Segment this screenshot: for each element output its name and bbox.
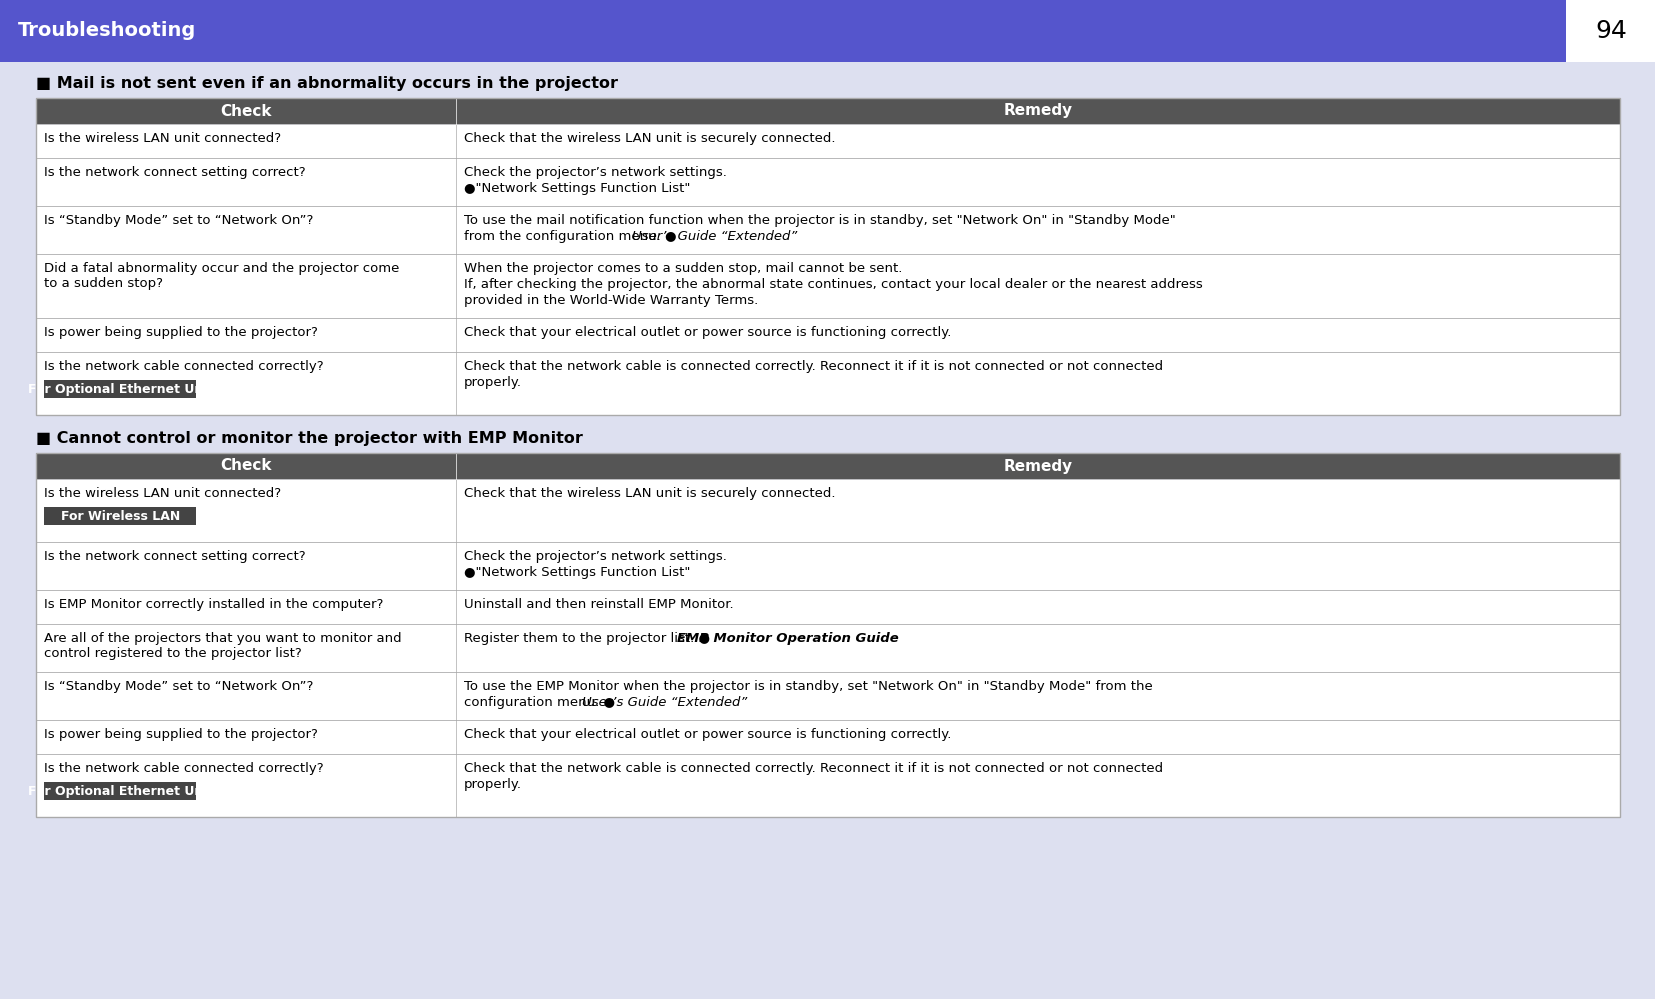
Text: properly.: properly.: [463, 376, 521, 389]
Text: Check that the network cable is connected correctly. Reconnect it if it is not c: Check that the network cable is connecte…: [463, 762, 1162, 775]
Text: Check that your electrical outlet or power source is functioning correctly.: Check that your electrical outlet or pow…: [463, 326, 950, 339]
Text: Remedy: Remedy: [1003, 104, 1072, 119]
Text: Is power being supplied to the projector?: Is power being supplied to the projector…: [45, 326, 318, 339]
Bar: [36, 124, 1619, 158]
Bar: [0, 0, 1655, 62]
Text: from the configuration menu. ●: from the configuration menu. ●: [463, 230, 675, 243]
Text: Troubleshooting: Troubleshooting: [18, 22, 197, 41]
Bar: [36, 98, 1619, 415]
Bar: [36, 453, 1619, 817]
Bar: [36, 590, 1619, 624]
Text: If, after checking the projector, the abnormal state continues, contact your loc: If, after checking the projector, the ab…: [463, 278, 1202, 291]
Text: Is the network cable connected correctly?: Is the network cable connected correctly…: [45, 762, 324, 775]
Text: For Optional Ethernet Unit: For Optional Ethernet Unit: [28, 784, 213, 797]
Text: Is the network cable connected correctly?: Is the network cable connected correctly…: [45, 360, 324, 373]
Text: Remedy: Remedy: [1003, 459, 1072, 474]
Bar: [36, 98, 1619, 124]
Bar: [36, 672, 1619, 720]
Text: EMP Monitor Operation Guide: EMP Monitor Operation Guide: [677, 632, 899, 645]
Text: ■ Cannot control or monitor the projector with EMP Monitor: ■ Cannot control or monitor the projecto…: [36, 431, 583, 446]
Text: Is EMP Monitor correctly installed in the computer?: Is EMP Monitor correctly installed in th…: [45, 598, 384, 611]
Bar: [45, 782, 197, 800]
Text: Is “Standby Mode” set to “Network On”?: Is “Standby Mode” set to “Network On”?: [45, 214, 313, 227]
Text: Register them to the projector list. ●: Register them to the projector list. ●: [463, 632, 710, 645]
Text: 94: 94: [1594, 19, 1625, 43]
Bar: [36, 542, 1619, 590]
Text: Uninstall and then reinstall EMP Monitor.: Uninstall and then reinstall EMP Monitor…: [463, 598, 733, 611]
Bar: [45, 507, 197, 525]
Text: To use the mail notification function when the projector is in standby, set "Net: To use the mail notification function wh…: [463, 214, 1175, 227]
Bar: [36, 352, 1619, 415]
Bar: [36, 254, 1619, 318]
Text: ●"Network Settings Function List": ●"Network Settings Function List": [463, 566, 690, 579]
Text: Is the network connect setting correct?: Is the network connect setting correct?: [45, 550, 306, 563]
Text: Is the wireless LAN unit connected?: Is the wireless LAN unit connected?: [45, 487, 281, 500]
Text: Is power being supplied to the projector?: Is power being supplied to the projector…: [45, 728, 318, 741]
Bar: [36, 206, 1619, 254]
Bar: [36, 479, 1619, 542]
Text: For Wireless LAN: For Wireless LAN: [61, 509, 180, 522]
Text: Did a fatal abnormality occur and the projector come
to a sudden stop?: Did a fatal abnormality occur and the pr…: [45, 262, 399, 290]
Text: User’s Guide “Extended”: User’s Guide “Extended”: [581, 696, 746, 709]
Text: Check that the network cable is connected correctly. Reconnect it if it is not c: Check that the network cable is connecte…: [463, 360, 1162, 373]
Text: Check: Check: [220, 459, 271, 474]
Text: Are all of the projectors that you want to monitor and
control registered to the: Are all of the projectors that you want …: [45, 632, 402, 660]
Bar: [36, 453, 1619, 479]
Text: configuration menu. ●: configuration menu. ●: [463, 696, 614, 709]
Bar: [36, 158, 1619, 206]
Text: ●"Network Settings Function List": ●"Network Settings Function List": [463, 182, 690, 195]
Text: ■ Mail is not sent even if an abnormality occurs in the projector: ■ Mail is not sent even if an abnormalit…: [36, 76, 617, 91]
Bar: [45, 380, 197, 398]
Bar: [36, 318, 1619, 352]
Text: Check: Check: [220, 104, 271, 119]
Text: Is “Standby Mode” set to “Network On”?: Is “Standby Mode” set to “Network On”?: [45, 680, 313, 693]
Text: For Optional Ethernet Unit: For Optional Ethernet Unit: [28, 383, 213, 396]
Text: provided in the World-Wide Warranty Terms.: provided in the World-Wide Warranty Term…: [463, 294, 758, 307]
Text: Check that the wireless LAN unit is securely connected.: Check that the wireless LAN unit is secu…: [463, 487, 836, 500]
Text: Check that your electrical outlet or power source is functioning correctly.: Check that your electrical outlet or pow…: [463, 728, 950, 741]
Text: When the projector comes to a sudden stop, mail cannot be sent.: When the projector comes to a sudden sto…: [463, 262, 902, 275]
Text: Check that the wireless LAN unit is securely connected.: Check that the wireless LAN unit is secu…: [463, 132, 836, 145]
Bar: [36, 720, 1619, 754]
Text: Check the projector’s network settings.: Check the projector’s network settings.: [463, 166, 727, 179]
Text: To use the EMP Monitor when the projector is in standby, set "Network On" in "St: To use the EMP Monitor when the projecto…: [463, 680, 1152, 693]
Bar: [36, 754, 1619, 817]
Bar: [1566, 0, 1655, 62]
Text: properly.: properly.: [463, 778, 521, 791]
Text: User’s Guide “Extended”: User’s Guide “Extended”: [632, 230, 796, 243]
Bar: [36, 624, 1619, 672]
Text: Is the network connect setting correct?: Is the network connect setting correct?: [45, 166, 306, 179]
Text: Is the wireless LAN unit connected?: Is the wireless LAN unit connected?: [45, 132, 281, 145]
Text: Check the projector’s network settings.: Check the projector’s network settings.: [463, 550, 727, 563]
